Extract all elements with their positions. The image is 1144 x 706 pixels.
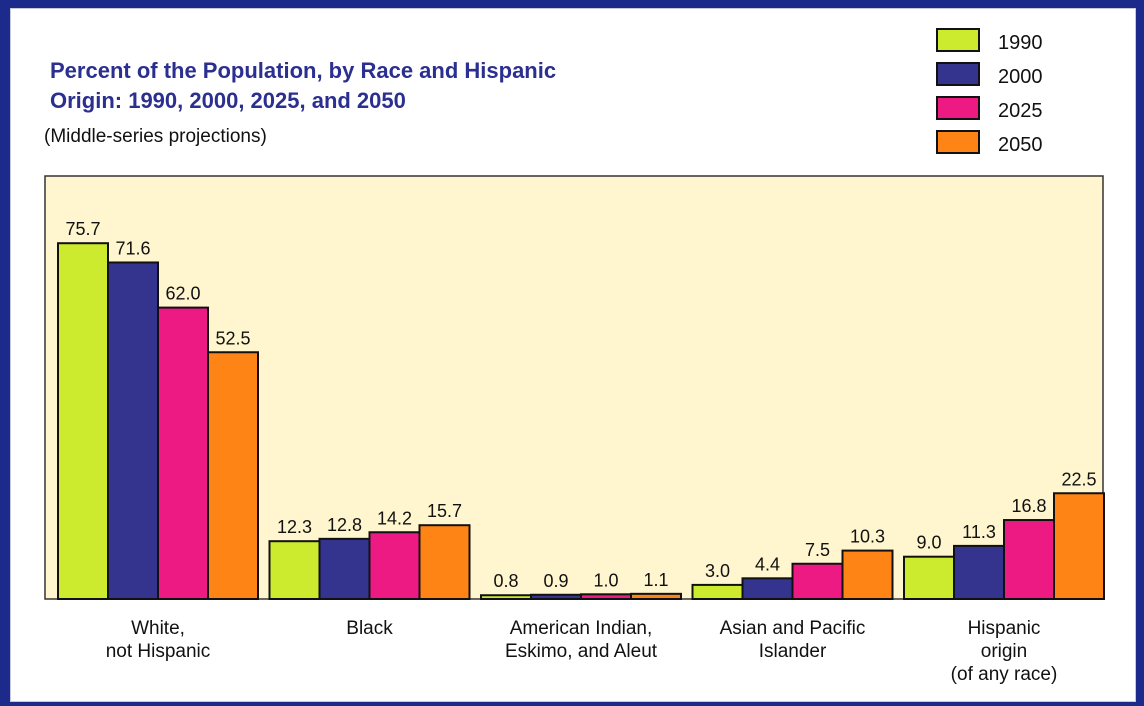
category-label-3: Asian and Pacific Islander — [720, 618, 866, 662]
data-label-2050-0: 52.5 — [215, 328, 250, 348]
data-label-2000-1: 12.8 — [327, 515, 362, 535]
category-label-4: Hispanic origin (of any race) — [951, 618, 1058, 685]
chart-title: Percent of the Population, by Race and H… — [50, 58, 557, 113]
legend-swatch-2025 — [936, 96, 980, 120]
data-label-1990-1: 12.3 — [277, 517, 312, 537]
legend-item-2050: 2050 — [936, 128, 1096, 162]
data-label-2025-2: 1.0 — [593, 570, 618, 590]
bar-2050-2 — [630, 592, 682, 601]
bar-1990-3 — [691, 583, 744, 601]
bar-1990-2 — [480, 594, 532, 600]
data-label-2050-4: 22.5 — [1061, 469, 1096, 489]
bar-1990-4 — [903, 555, 955, 601]
legend-item-2000: 2000 — [936, 60, 1096, 94]
data-label-2025-4: 16.8 — [1011, 496, 1046, 516]
legend: 1990 2000 2025 2050 — [936, 26, 1096, 162]
legend-label-1990: 1990 — [998, 32, 1043, 54]
bar-2025-3 — [791, 562, 844, 600]
bar-2000-1 — [318, 537, 371, 601]
bar-2025-1 — [368, 531, 421, 601]
bar-2000-3 — [741, 577, 794, 601]
category-label-2: American Indian, Eskimo, and Aleut — [505, 618, 658, 662]
data-label-2000-3: 4.4 — [755, 554, 780, 574]
bar-2025-2 — [580, 593, 632, 600]
legend-swatch-2000 — [936, 62, 980, 86]
bar-2050-1 — [418, 524, 471, 601]
category-label-1: Black — [346, 618, 393, 639]
data-label-2025-3: 7.5 — [805, 540, 830, 560]
chart-frame: Percent of the Population, by Race and H… — [10, 8, 1136, 702]
data-label-2050-2: 1.1 — [643, 570, 668, 590]
legend-label-2000: 2000 — [998, 66, 1043, 88]
legend-swatch-1990 — [936, 28, 980, 52]
legend-swatch-2050 — [936, 130, 980, 154]
legend-item-1990: 1990 — [936, 26, 1096, 60]
data-label-1990-4: 9.0 — [916, 533, 941, 553]
data-label-2025-0: 62.0 — [165, 284, 200, 304]
data-label-2000-4: 11.3 — [962, 522, 996, 542]
data-label-2000-2: 0.9 — [543, 571, 568, 591]
bar-1990-1 — [268, 540, 321, 601]
bar-2025-4 — [1003, 519, 1055, 600]
chart-subtitle: (Middle-series projections) — [44, 126, 267, 147]
legend-item-2025: 2025 — [936, 94, 1096, 128]
data-label-1990-0: 75.7 — [65, 219, 100, 239]
legend-label-2050: 2050 — [998, 134, 1043, 156]
data-label-2050-3: 10.3 — [850, 527, 885, 547]
data-label-2025-1: 14.2 — [377, 508, 412, 528]
bar-chart: 75.7 71.6 62.0 52.5 White, not Hispanic 12.3 12… — [44, 175, 1105, 685]
category-label-0: White, not Hispanic — [106, 618, 211, 662]
bar-2000-4 — [953, 544, 1005, 601]
data-label-1990-2: 0.8 — [493, 571, 518, 591]
bar-1990-0 — [57, 242, 109, 601]
data-label-1990-3: 3.0 — [705, 561, 730, 581]
bar-2000-0 — [107, 261, 159, 600]
data-label-2050-1: 15.7 — [427, 501, 462, 521]
bar-2050-3 — [841, 549, 894, 601]
bar-2050-4 — [1053, 492, 1105, 600]
data-label-2000-0: 71.6 — [115, 238, 150, 258]
bar-2025-0 — [157, 306, 209, 600]
bar-2050-0 — [207, 351, 259, 600]
legend-label-2025: 2025 — [998, 100, 1043, 122]
bar-2000-2 — [530, 593, 582, 601]
